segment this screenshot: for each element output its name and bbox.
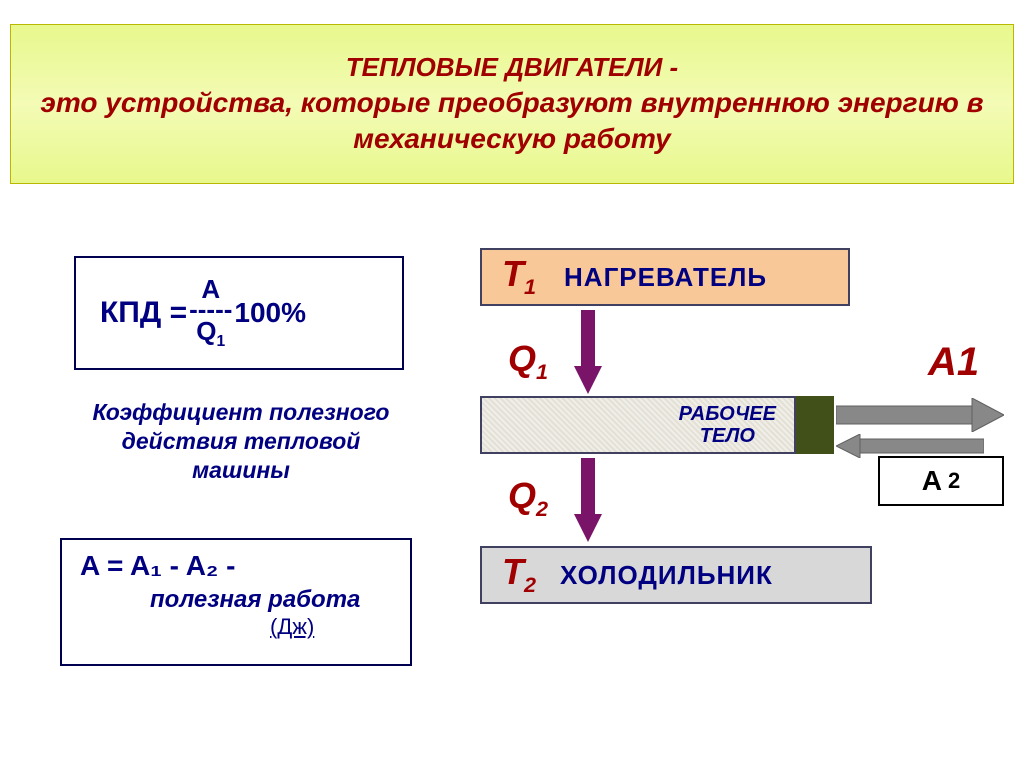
cooler-t-label: T2 <box>502 551 536 598</box>
working-body-box: РАБОЧЕЕ ТЕЛО <box>480 396 796 454</box>
cooler-box: T2 ХОЛОДИЛЬНИК <box>480 546 872 604</box>
kpd-fraction: A ----- Q1 <box>189 276 232 349</box>
heater-t-label: T1 <box>502 253 536 300</box>
q1-label: Q1 <box>508 338 548 385</box>
q2-arrow-down-icon <box>574 458 602 542</box>
q1-arrow-down-icon <box>574 310 602 394</box>
a1-arrow-right-icon <box>836 398 1004 432</box>
kpd-percent: 100% <box>234 297 306 329</box>
work-label: полезная работа <box>150 586 392 614</box>
piston-block <box>796 396 834 454</box>
a2-box: А2 <box>878 456 1004 506</box>
header-subtitle: это устройства, которые преобразуют внут… <box>31 85 993 158</box>
header-title: ТЕПЛОВЫЕ ДВИГАТЕЛИ - <box>346 51 678 85</box>
kpd-denominator: Q1 <box>196 318 225 350</box>
work-formula: A = A₁ - A₂ - <box>80 550 392 582</box>
heater-box: T1 НАГРЕВАТЕЛЬ <box>480 248 850 306</box>
kpd-label: КПД = <box>100 296 187 330</box>
q2-label: Q2 <box>508 475 548 522</box>
a1-label: А1 <box>928 340 979 385</box>
heater-label: НАГРЕВАТЕЛЬ <box>564 262 767 293</box>
efficiency-caption: Коэффициент полезного действия тепловой … <box>86 398 396 484</box>
work-formula-box: A = A₁ - A₂ - полезная работа (Дж) <box>60 538 412 666</box>
working-body-label: РАБОЧЕЕ ТЕЛО <box>679 403 776 447</box>
efficiency-formula-box: КПД = A ----- Q1 100% <box>74 256 404 370</box>
a2-arrow-left-icon <box>836 434 984 458</box>
work-unit: (Дж) <box>270 614 392 640</box>
header-panel: ТЕПЛОВЫЕ ДВИГАТЕЛИ - это устройства, кот… <box>10 24 1014 184</box>
cooler-label: ХОЛОДИЛЬНИК <box>560 560 773 591</box>
